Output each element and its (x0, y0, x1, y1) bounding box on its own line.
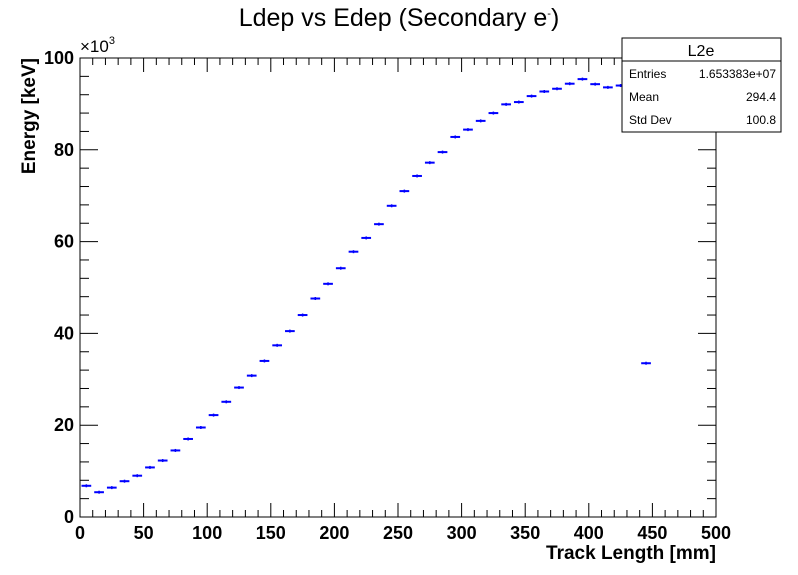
y-tick-label: 0 (64, 507, 74, 527)
x-tick-label: 50 (134, 523, 154, 543)
y-tick-label: 60 (54, 232, 74, 252)
y-tick-label: 80 (54, 140, 74, 160)
plot-frame (79, 57, 717, 518)
x-tick-label: 200 (319, 523, 349, 543)
y-axis-multiplier-exponent: 3 (109, 35, 115, 47)
stats-stddev-label: Std Dev (629, 113, 672, 127)
y-axis-ticks: 0 20 40 60 80 100 (44, 48, 716, 527)
stats-entries-value: 1.653383e+07 (699, 67, 776, 81)
stats-box-name: L2e (688, 43, 715, 60)
data-markers (81, 77, 651, 494)
x-tick-label: 400 (574, 523, 604, 543)
chart-title-superscript: - (547, 8, 551, 20)
chart-title: Ldep vs Edep (Secondary e-) (239, 4, 560, 32)
x-tick-label: 150 (256, 523, 286, 543)
x-axis-label: Track Length [mm] (546, 543, 716, 564)
chart-title-suffix: ) (551, 4, 559, 32)
x-tick-label: 100 (192, 523, 222, 543)
x-tick-label: 0 (75, 523, 85, 543)
y-tick-label: 20 (54, 415, 74, 435)
x-tick-label: 350 (510, 523, 540, 543)
y-tick-label: 40 (54, 323, 74, 343)
x-tick-label: 500 (701, 523, 731, 543)
stats-box: L2e Entries 1.653383e+07 Mean 294.4 Std … (621, 37, 782, 133)
stats-entries-label: Entries (629, 67, 666, 81)
y-tick-label: 100 (44, 48, 74, 68)
x-tick-label: 450 (637, 523, 667, 543)
x-tick-label: 250 (383, 523, 413, 543)
y-axis-label: Energy [keV] (19, 58, 40, 174)
x-tick-label: 300 (447, 523, 477, 543)
stats-mean-label: Mean (629, 90, 659, 104)
stats-stddev-value: 100.8 (746, 113, 776, 127)
x-axis-ticks: 0 50 100 150 200 250 300 350 400 450 500 (75, 58, 731, 543)
y-axis-multiplier: ×103 (80, 35, 115, 56)
stats-mean-value: 294.4 (746, 90, 776, 104)
